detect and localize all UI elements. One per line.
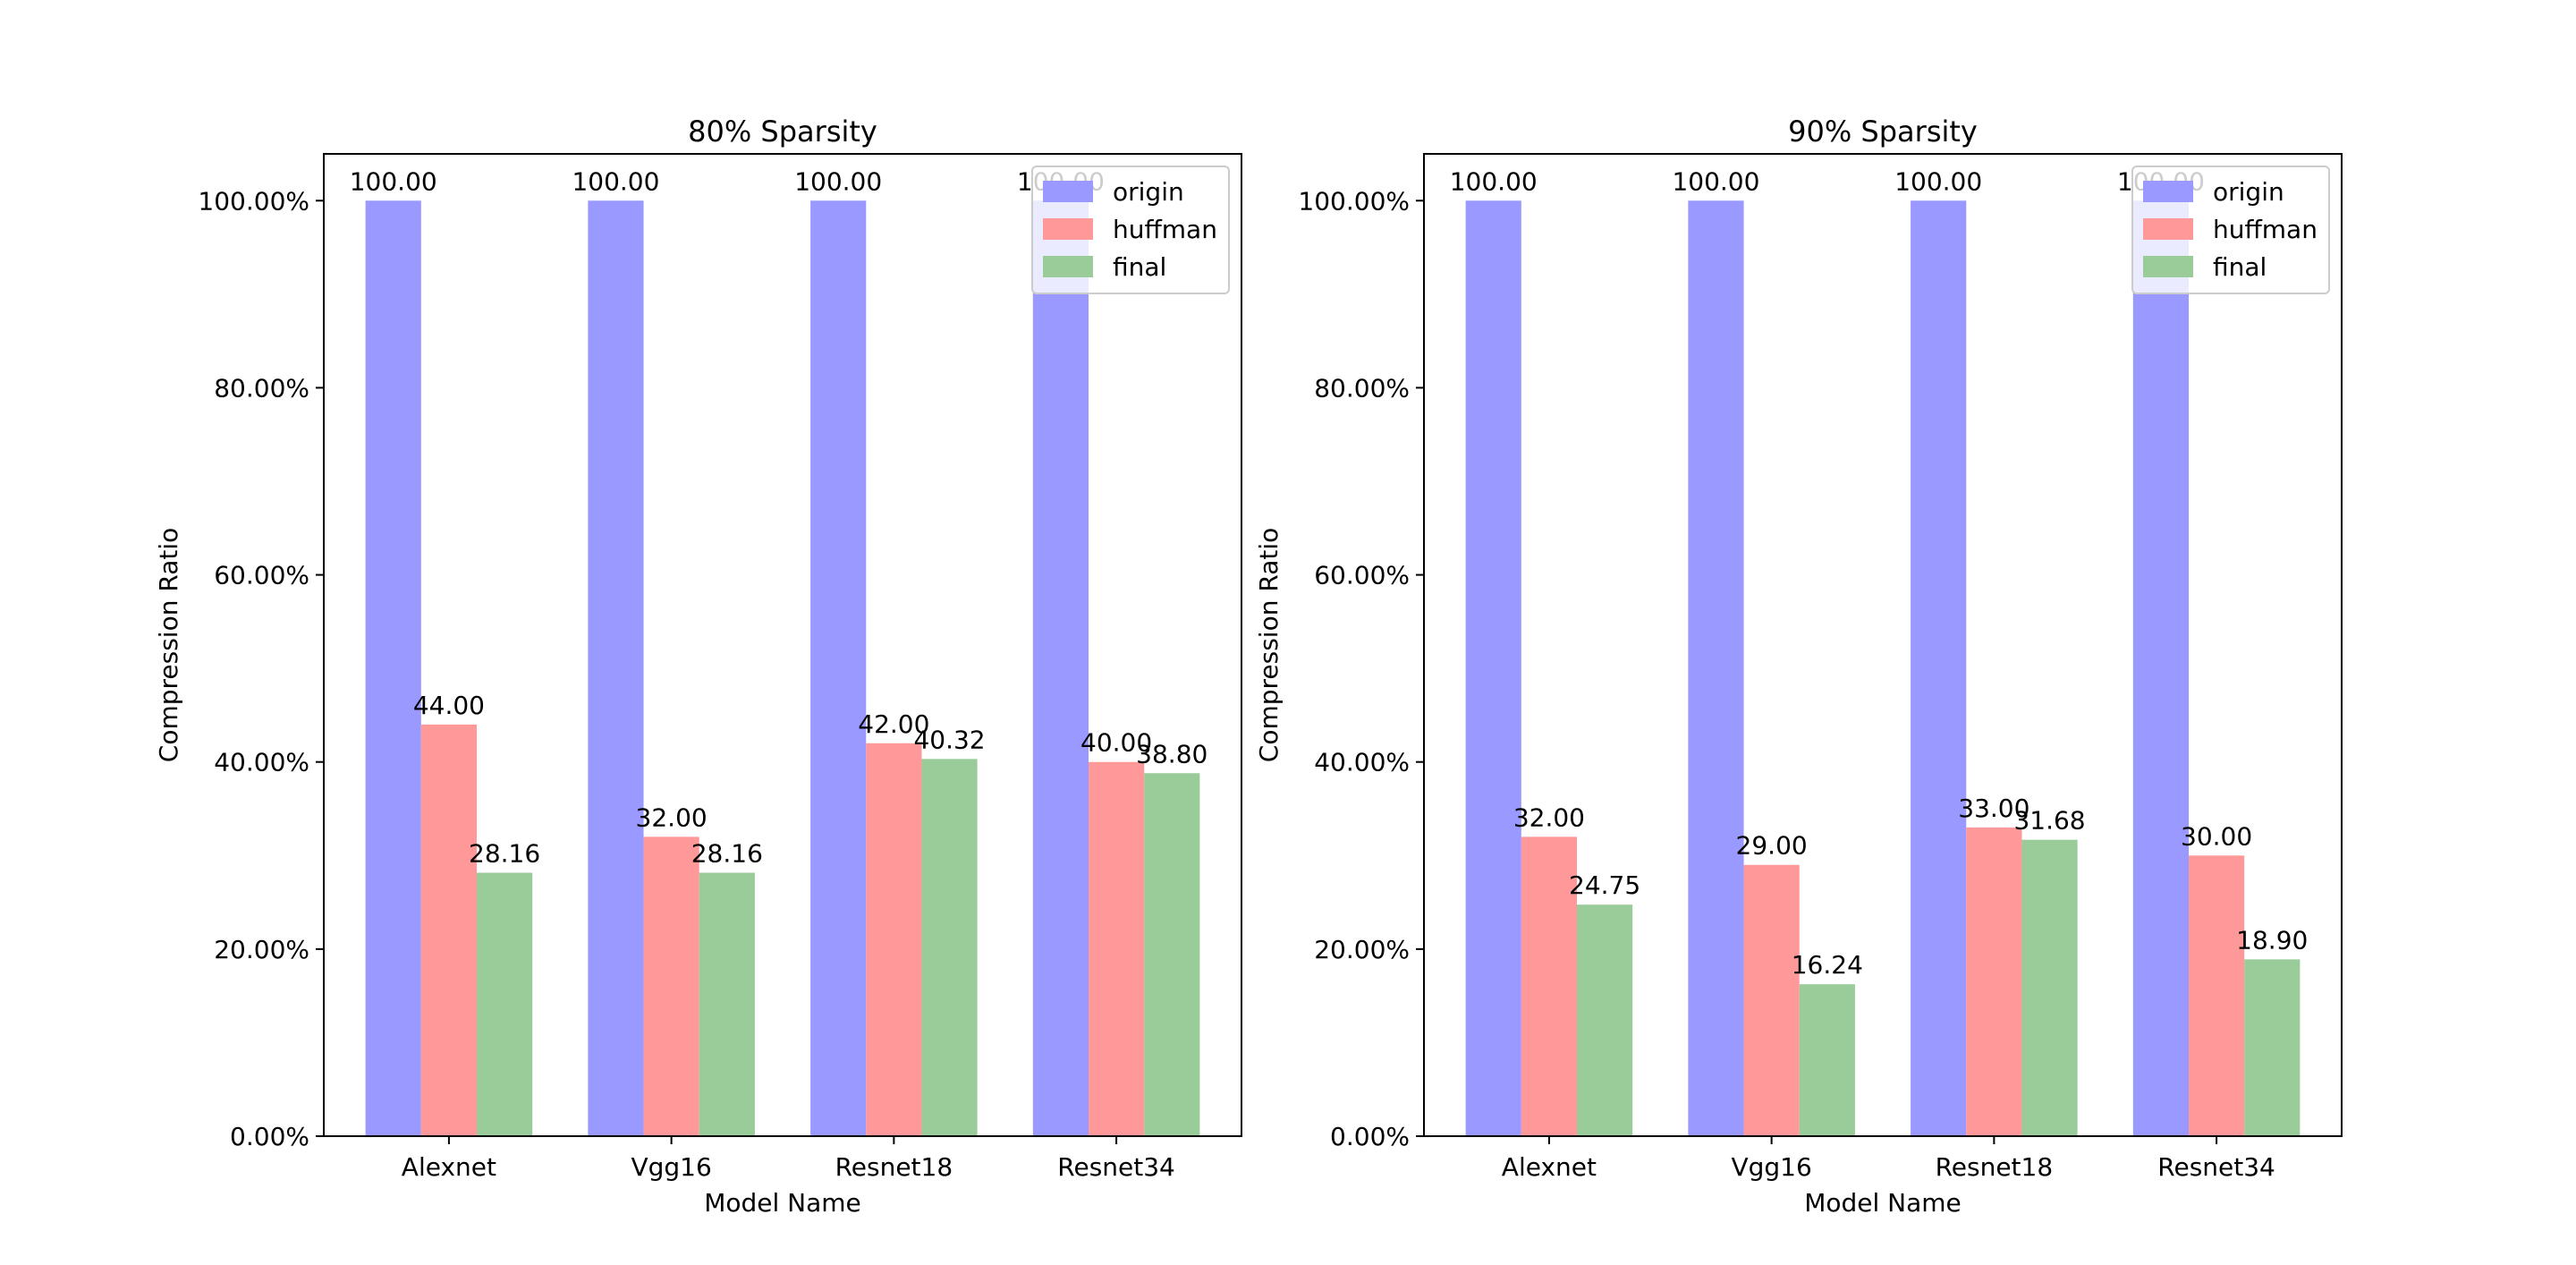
y-tick-label: 40.00%: [1314, 748, 1410, 777]
bar-final-resnet18: [921, 759, 978, 1136]
bar-huffman-vgg16: [643, 836, 699, 1136]
value-label-final-resnet34: 18.90: [2236, 925, 2308, 955]
y-tick-label: 40.00%: [214, 748, 309, 777]
value-label-huffman-alexnet: 44.00: [413, 691, 485, 720]
y-tick-label: 80.00%: [1314, 373, 1410, 403]
bar-origin-vgg16: [588, 200, 644, 1136]
legend-swatch-huffman: [1043, 218, 1093, 240]
chart-panel-1: 100.00100.00100.00100.0044.0032.0042.004…: [154, 115, 1242, 1218]
chart-panel-2: 100.00100.00100.00100.0032.0029.0033.003…: [1254, 115, 2343, 1218]
value-label-final-alexnet: 24.75: [1569, 870, 1640, 900]
bar-origin-alexnet: [1465, 200, 1521, 1136]
y-tick-label: 20.00%: [214, 935, 309, 964]
legend-label-final: final: [2213, 252, 2267, 282]
bar-huffman-resnet18: [1966, 827, 2022, 1136]
x-tick-label-resnet34: Resnet34: [1057, 1152, 1175, 1182]
bar-origin-resnet34: [1032, 200, 1089, 1136]
bar-huffman-resnet18: [866, 743, 922, 1136]
y-tick-label: 60.00%: [214, 561, 309, 590]
legend: origin huffman final: [1031, 166, 1230, 294]
bar-origin-resnet34: [2132, 200, 2189, 1136]
value-label-origin-alexnet: 100.00: [350, 166, 437, 196]
chart-title: 80% Sparsity: [688, 115, 877, 149]
x-axis-title: Model Name: [704, 1188, 861, 1218]
value-label-final-resnet18: 31.68: [2013, 806, 2085, 836]
value-label-final-resnet34: 38.80: [1136, 739, 1208, 768]
bar-huffman-vgg16: [1743, 864, 1800, 1136]
axes-frame: [1423, 153, 2343, 1137]
y-tick-label: 100.00%: [1298, 186, 1410, 216]
y-tick-label: 80.00%: [214, 373, 309, 403]
value-label-huffman-alexnet: 32.00: [1513, 802, 1585, 832]
value-label-final-alexnet: 28.16: [469, 839, 540, 869]
bar-origin-vgg16: [1688, 200, 1744, 1136]
bar-origin-resnet18: [810, 200, 867, 1136]
bar-final-vgg16: [699, 872, 755, 1136]
x-tick-label-alexnet: Alexnet: [402, 1152, 496, 1182]
value-label-huffman-vgg16: 29.00: [1736, 831, 1808, 861]
x-tick-label-vgg16: Vgg16: [1731, 1152, 1811, 1182]
value-label-final-vgg16: 28.16: [691, 839, 763, 869]
bar-final-resnet18: [2021, 839, 2078, 1136]
value-label-final-vgg16: 16.24: [1792, 950, 1863, 980]
value-label-origin-alexnet: 100.00: [1450, 166, 1538, 196]
legend-swatch-final: [1043, 256, 1093, 277]
value-label-huffman-resnet18: 42.00: [858, 709, 929, 739]
legend-label-origin: origin: [2213, 177, 2284, 207]
bar-final-vgg16: [1799, 984, 1855, 1136]
bar-final-alexnet: [1577, 904, 1633, 1136]
bar-origin-alexnet: [365, 200, 421, 1136]
value-label-huffman-resnet18: 33.00: [1958, 794, 2029, 823]
legend-swatch-huffman: [2143, 218, 2193, 240]
legend: origin huffman final: [2131, 166, 2330, 294]
legend-swatch-final: [2143, 256, 2193, 277]
value-label-origin-vgg16: 100.00: [1672, 166, 1759, 196]
legend-label-huffman: huffman: [2213, 215, 2318, 244]
x-tick-label-alexnet: Alexnet: [1502, 1152, 1597, 1182]
bar-final-resnet34: [1144, 773, 1200, 1136]
legend-label-huffman: huffman: [1113, 215, 1217, 244]
value-label-origin-resnet18: 100.00: [1894, 166, 1982, 196]
x-tick-label-resnet18: Resnet18: [1936, 1152, 2054, 1182]
bar-huffman-resnet34: [1089, 761, 1145, 1136]
value-label-origin-vgg16: 100.00: [572, 166, 659, 196]
value-label-final-resnet18: 40.32: [913, 725, 985, 754]
x-tick-label-resnet18: Resnet18: [835, 1152, 953, 1182]
bar-huffman-alexnet: [1521, 836, 1577, 1136]
legend-swatch-origin: [1043, 181, 1093, 202]
bar-final-alexnet: [477, 872, 533, 1136]
x-tick-label-vgg16: Vgg16: [631, 1152, 711, 1182]
y-axis-title: Compression Ratio: [1254, 528, 1284, 762]
legend-swatch-origin: [2143, 181, 2193, 202]
value-label-huffman-resnet34: 30.00: [2181, 821, 2252, 851]
y-tick-label: 100.00%: [198, 186, 309, 216]
value-label-origin-resnet18: 100.00: [794, 166, 882, 196]
legend-label-final: final: [1113, 252, 1166, 282]
chart-title: 90% Sparsity: [1788, 115, 1978, 149]
bar-final-resnet34: [2244, 959, 2301, 1136]
value-label-huffman-resnet34: 40.00: [1080, 728, 1152, 758]
y-axis-title: Compression Ratio: [154, 528, 183, 762]
bar-huffman-alexnet: [420, 724, 477, 1136]
y-tick-label: 60.00%: [1314, 561, 1410, 590]
y-tick-label: 0.00%: [230, 1122, 309, 1151]
y-tick-label: 0.00%: [1330, 1122, 1410, 1151]
value-label-huffman-vgg16: 32.00: [636, 802, 708, 832]
bar-origin-resnet18: [1911, 200, 1967, 1136]
y-tick-label: 20.00%: [1314, 935, 1410, 964]
axes-frame: [323, 153, 1242, 1137]
bar-huffman-resnet34: [2189, 855, 2245, 1136]
x-tick-label-resnet34: Resnet34: [2157, 1152, 2275, 1182]
x-axis-title: Model Name: [1804, 1188, 1962, 1218]
legend-label-origin: origin: [1113, 177, 1184, 207]
